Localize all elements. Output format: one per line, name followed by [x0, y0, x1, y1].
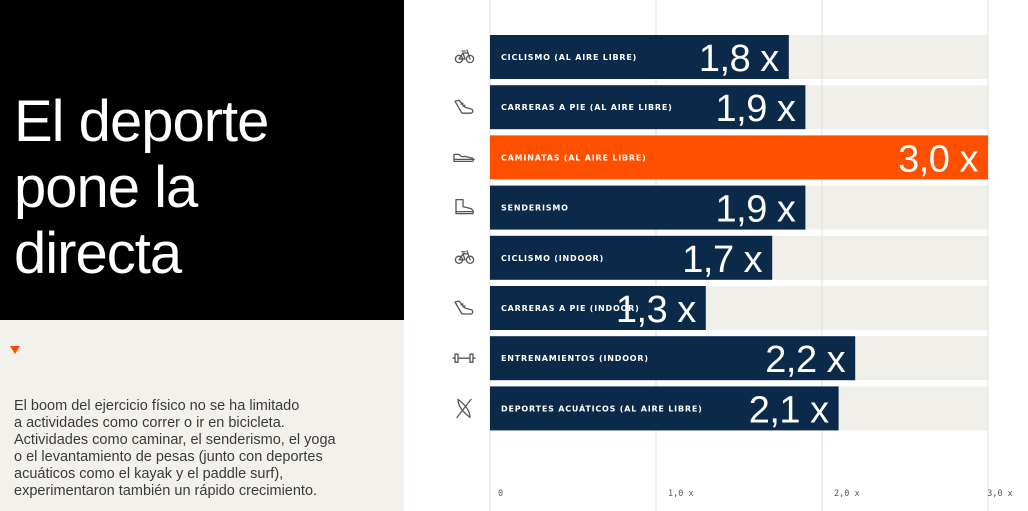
hiking-boot-icon — [455, 198, 474, 215]
description-line-3: Actividades como caminar, el senderismo,… — [14, 432, 336, 448]
bar-value-label: 1,3 x — [616, 289, 696, 331]
x-tick-label: 3,0 x — [987, 489, 1013, 499]
description-line-4: o el levantamiento de pesas (junto con d… — [14, 449, 323, 465]
title-block: El deporte pone la directa — [0, 0, 404, 320]
bicycle-icon — [454, 250, 475, 265]
bar-value-label: 2,2 x — [765, 339, 845, 381]
shoe-icon — [454, 99, 474, 114]
kayak-icon — [456, 398, 472, 419]
bar — [490, 135, 988, 180]
bar — [490, 336, 856, 381]
bar — [490, 235, 773, 280]
bar-category-label: DEPORTES ACUÁTICOS (AL AIRE LIBRE) — [501, 402, 703, 413]
left-panel: El deporte pone la directa El boom del e… — [0, 0, 404, 511]
dumbbell-icon — [452, 353, 476, 363]
bar — [490, 185, 806, 230]
shoe-icon — [454, 300, 474, 315]
bar-category-label: ENTRENAMIENTOS (INDOOR) — [501, 354, 649, 363]
bicycle-icon — [454, 49, 475, 64]
bar-category-label: CAMINATAS (AL AIRE LIBRE) — [501, 153, 647, 162]
title-line-1: El deporte — [14, 89, 269, 154]
bar — [490, 85, 806, 130]
description-line-2: a actividades como correr o ir en bicicl… — [14, 415, 285, 431]
bar — [490, 35, 789, 79]
bar-value-label: 3,0 x — [898, 138, 978, 180]
bar — [490, 286, 706, 330]
x-tick-label: 0 — [498, 489, 503, 499]
bar-value-label: 1,7 x — [682, 239, 762, 281]
description-line-1: El boom del ejercicio físico no se ha li… — [14, 398, 300, 414]
description-line-5: acuáticos como el kayak y el paddle surf… — [14, 466, 284, 482]
triangle-marker-icon — [10, 346, 20, 354]
x-tick-label: 1,0 x — [668, 489, 694, 499]
title-line-3: directa — [14, 221, 182, 286]
x-tick-label: 2,0 x — [834, 489, 860, 499]
bar-value-label: 1,9 x — [716, 189, 796, 231]
description-line-6: experimentaron también un rápido crecimi… — [14, 483, 318, 499]
bar-category-label: CICLISMO (INDOOR) — [501, 254, 604, 263]
bar-value-label: 1,8 x — [699, 38, 779, 80]
bar-value-label: 1,9 x — [716, 88, 796, 130]
sneaker-icon — [453, 153, 475, 163]
bar-category-label: CICLISMO (AL AIRE LIBRE) — [501, 53, 637, 62]
bar-category-label: CARRERAS A PIE (AL AIRE LIBRE) — [501, 103, 673, 112]
title-line-2: pone la — [14, 155, 198, 220]
bar-value-label: 2,1 x — [749, 389, 829, 431]
bar-category-label: CARRERAS A PIE (INDOOR) — [501, 304, 640, 313]
bar-category-label: SENDERISMO — [501, 204, 569, 213]
bar — [490, 386, 839, 431]
